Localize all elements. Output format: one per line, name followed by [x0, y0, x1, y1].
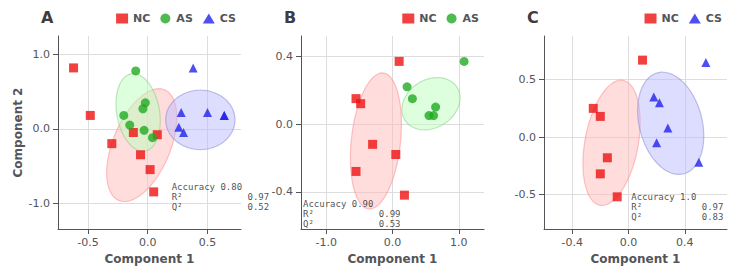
- svg-text:Component 1: Component 1: [105, 252, 195, 266]
- svg-text:CS: CS: [706, 12, 722, 25]
- svg-text:1.0: 1.0: [33, 48, 51, 61]
- svg-text:0.0: 0.0: [384, 236, 402, 249]
- svg-text:0.0: 0.0: [519, 131, 537, 144]
- svg-text:Q² 0.83: Q² 0.83: [631, 212, 723, 222]
- svg-text:NC: NC: [419, 12, 436, 25]
- svg-text:0.4: 0.4: [276, 50, 294, 63]
- svg-text:Accuracy 0.90: Accuracy 0.90: [303, 199, 373, 209]
- svg-text:0.0: 0.0: [139, 236, 157, 249]
- svg-text:Component 2: Component 2: [11, 88, 25, 178]
- svg-text:B: B: [284, 8, 296, 27]
- svg-text:-1.0: -1.0: [315, 236, 336, 249]
- svg-text:-0.4: -0.4: [272, 185, 293, 198]
- svg-text:NC: NC: [133, 12, 150, 25]
- svg-text:CS: CS: [220, 12, 236, 25]
- svg-text:AS: AS: [176, 12, 193, 25]
- svg-text:Accuracy 0.80: Accuracy 0.80: [172, 182, 242, 192]
- svg-text:0.0: 0.0: [33, 122, 51, 135]
- svg-text:C: C: [527, 8, 539, 27]
- svg-text:Q² 0.53: Q² 0.53: [303, 219, 401, 229]
- svg-text:R² 0.97: R² 0.97: [631, 202, 723, 212]
- svg-text:0.0: 0.0: [276, 118, 294, 131]
- svg-text:0.5: 0.5: [199, 236, 217, 249]
- svg-text:-0.4: -0.4: [561, 236, 582, 249]
- svg-text:1.0: 1.0: [450, 236, 468, 249]
- svg-text:0.0: 0.0: [620, 236, 638, 249]
- svg-text:R² 0.97: R² 0.97: [172, 192, 270, 202]
- svg-text:0.4: 0.4: [676, 236, 694, 249]
- svg-text:-1.0: -1.0: [29, 197, 50, 210]
- svg-text:NC: NC: [662, 12, 679, 25]
- svg-text:Component 1: Component 1: [348, 252, 438, 266]
- svg-text:-0.5: -0.5: [77, 236, 98, 249]
- svg-text:Accuracy 1.0: Accuracy 1.0: [631, 192, 696, 202]
- svg-text:AS: AS: [463, 12, 480, 25]
- svg-text:R² 0.99: R² 0.99: [303, 209, 401, 219]
- svg-text:Component 1: Component 1: [591, 252, 681, 266]
- svg-text:Q² 0.52: Q² 0.52: [172, 202, 270, 212]
- svg-text:A: A: [41, 8, 54, 27]
- svg-text:0.5: 0.5: [519, 73, 537, 86]
- svg-text:-0.5: -0.5: [515, 188, 536, 201]
